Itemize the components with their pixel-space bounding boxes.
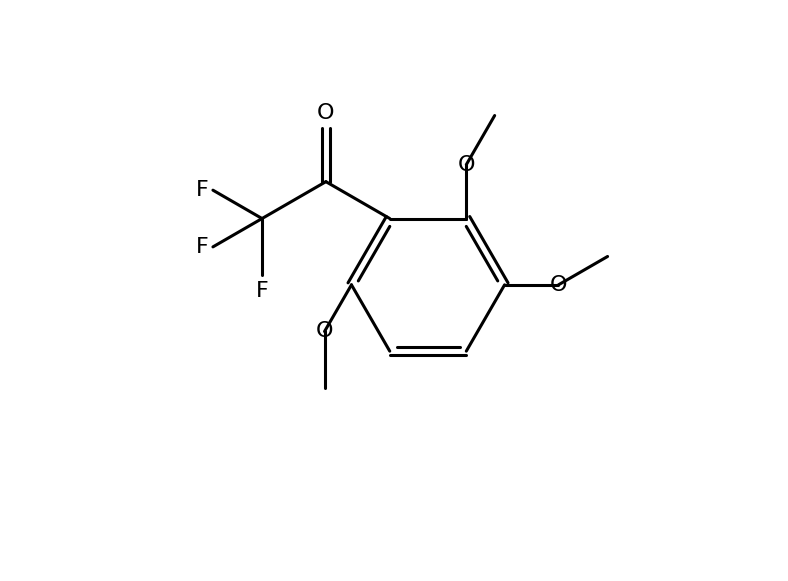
Text: O: O: [316, 321, 333, 342]
Text: F: F: [195, 237, 208, 257]
Text: O: O: [458, 155, 475, 175]
Text: O: O: [550, 275, 567, 295]
Text: O: O: [317, 103, 335, 123]
Text: F: F: [255, 281, 269, 301]
Text: F: F: [195, 180, 208, 200]
